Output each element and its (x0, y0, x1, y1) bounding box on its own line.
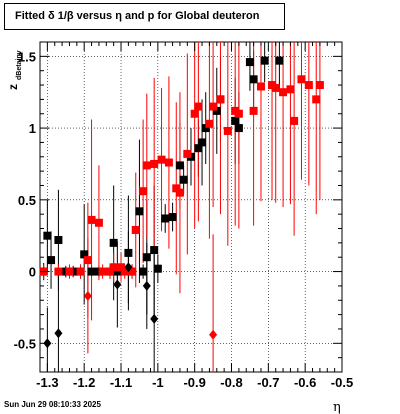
data-point-square (150, 246, 159, 255)
plot-frame (39, 41, 343, 373)
data-point-square (139, 187, 148, 196)
data-point-square (153, 264, 162, 273)
y-tick-label: 0 (29, 265, 36, 280)
chart-title: Fitted δ 1/β versus η and p for Global d… (4, 3, 285, 30)
y-tick-label: 1 (29, 121, 36, 136)
data-point-square (142, 253, 151, 262)
data-point-square (183, 149, 192, 158)
data-point-square (201, 124, 210, 133)
data-point-square (113, 267, 122, 276)
x-tick-label: -0.8 (220, 375, 242, 390)
x-tick-label: -0.6 (294, 375, 316, 390)
data-point-square (290, 116, 299, 125)
data-point-square (216, 95, 225, 104)
data-point-square (87, 267, 96, 276)
grid-lines (40, 42, 342, 372)
data-point-diamond (83, 290, 92, 301)
axes: -1.3 -1.2 -1.1 -1 -0.9 -0.8 -0.7 -0.6 -0.5 -0.5 0 0… (14, 41, 353, 390)
data-point-square (304, 81, 313, 90)
data-point-square (150, 159, 159, 168)
data-markers (39, 56, 324, 349)
data-point-square (80, 250, 89, 259)
data-point-square (175, 188, 184, 197)
data-point-square (76, 267, 85, 276)
data-point-square (161, 214, 170, 223)
data-point-square (190, 109, 199, 118)
data-point-square (249, 106, 258, 115)
x-tick-label: -0.5 (331, 375, 353, 390)
x-tick-label: -0.7 (257, 375, 279, 390)
data-point-square (315, 81, 324, 90)
data-point-square (223, 126, 232, 135)
data-point-square (172, 184, 181, 193)
data-point-square (128, 267, 137, 276)
data-point-square (194, 144, 203, 153)
data-point-square (260, 56, 269, 65)
data-point-square (105, 267, 114, 276)
data-point-square (286, 85, 295, 94)
data-point-square (271, 83, 280, 92)
data-point-square (131, 225, 140, 234)
data-point-square (175, 161, 184, 170)
data-point-square (109, 263, 118, 272)
data-point-square (98, 267, 107, 276)
data-point-square (234, 124, 243, 133)
data-point-square (231, 116, 240, 125)
data-point-square (109, 238, 118, 247)
data-point-square (212, 106, 221, 115)
data-point-square (157, 155, 166, 164)
data-point-square (205, 119, 214, 128)
data-point-square (194, 102, 203, 111)
x-tick-label: -0.9 (183, 375, 205, 390)
data-point-square (83, 256, 92, 265)
data-point-square (120, 267, 129, 276)
data-point-square (164, 158, 173, 167)
y-tick-label: 1.5 (18, 49, 36, 64)
data-point-diamond (113, 279, 122, 290)
data-point-square (279, 88, 288, 97)
data-point-diamond (54, 328, 63, 339)
data-point-square (249, 75, 258, 84)
data-point-square (94, 218, 103, 227)
data-point-diamond (150, 313, 159, 324)
data-point-square (198, 138, 207, 147)
data-point-square (256, 82, 265, 91)
data-point-square (139, 267, 148, 276)
timestamp: Sun Jun 29 08:10:33 2025 (4, 400, 101, 409)
x-axis-label: η (333, 400, 341, 414)
data-point-square (135, 207, 144, 216)
data-point-square (179, 175, 188, 184)
y-axis-label-text: z (6, 84, 20, 90)
data-point-square (54, 236, 63, 244)
data-point-square (54, 267, 63, 276)
data-point-diamond (124, 262, 133, 273)
data-point-square (142, 161, 151, 170)
data-point-square (297, 75, 306, 84)
data-point-diamond (142, 280, 151, 291)
data-point-square (312, 95, 321, 104)
x-tick-label: -1 (152, 375, 164, 390)
data-point-square (117, 263, 126, 272)
x-tick-label: -1.3 (36, 375, 58, 390)
data-point-square (65, 267, 74, 276)
data-point-square (47, 256, 56, 265)
x-tick-label: -1.1 (110, 375, 132, 390)
data-point-square (245, 58, 254, 67)
y-tick-label: 0.5 (18, 193, 36, 208)
data-point-diamond (209, 329, 218, 340)
data-point-square (234, 109, 243, 118)
data-point-square (168, 213, 177, 222)
y-axis-label: z (6, 84, 20, 90)
data-point-square (43, 231, 52, 240)
data-point-square (87, 215, 96, 224)
data-point-square (275, 56, 284, 65)
y-tick-label: -0.5 (14, 336, 36, 351)
x-tick-label: -1.2 (73, 375, 95, 390)
data-point-square (209, 102, 218, 111)
y-axis-label-subscript: dBetainv (16, 50, 23, 80)
data-point-square (124, 248, 133, 257)
